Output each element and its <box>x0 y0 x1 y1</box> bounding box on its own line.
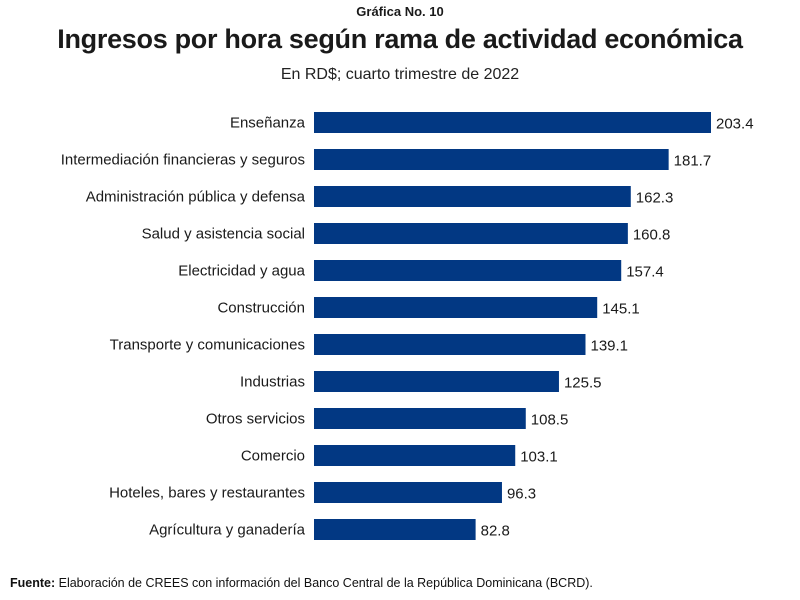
value-label: 103.1 <box>520 449 558 466</box>
bar <box>314 149 669 170</box>
bar <box>314 297 598 318</box>
value-label: 160.8 <box>633 227 671 244</box>
category-label: Salud y asistencia social <box>142 226 305 243</box>
value-label: 203.4 <box>716 116 754 133</box>
bar <box>314 519 476 540</box>
chart-kicker: Gráfica No. 10 <box>356 4 444 19</box>
bar <box>314 371 559 392</box>
value-label: 108.5 <box>531 412 569 429</box>
value-label: 139.1 <box>590 338 628 355</box>
bar <box>314 408 526 429</box>
category-label: Enseñanza <box>230 115 306 132</box>
value-label: 181.7 <box>674 153 712 170</box>
bar <box>314 445 516 466</box>
value-label: 157.4 <box>626 264 664 281</box>
bars-group: Enseñanza 203.4 Intermediación financieras… <box>61 112 754 540</box>
bar <box>314 223 628 244</box>
bar <box>314 334 586 355</box>
source-label: Fuente: <box>10 576 56 590</box>
bar <box>314 482 502 503</box>
source-text: Elaboración de CREES con información del… <box>55 576 593 590</box>
bar-chart: Enseñanza 203.4 Intermediación financieras… <box>61 112 754 540</box>
chart-subtitle: En RD$; cuarto trimestre de 2022 <box>280 66 520 83</box>
bar <box>314 112 711 133</box>
category-label: Construcción <box>217 300 305 317</box>
category-label: Industrias <box>240 374 305 391</box>
category-label: Comercio <box>241 448 305 465</box>
value-label: 145.1 <box>602 301 640 318</box>
category-label: Hoteles, bares y restaurantes <box>109 485 305 502</box>
value-label: 96.3 <box>507 486 536 503</box>
bar <box>314 186 631 207</box>
chart-title: Ingresos por hora según rama de activida… <box>57 24 743 54</box>
source-note: Fuente: Elaboración de CREES con informa… <box>10 576 593 590</box>
category-label: Intermediación financieras y seguros <box>61 152 305 169</box>
category-label: Electricidad y agua <box>178 263 305 280</box>
category-label: Transporte y comunicaciones <box>110 337 305 354</box>
value-label: 125.5 <box>564 375 602 392</box>
value-label: 82.8 <box>481 523 510 540</box>
category-label: Administración pública y defensa <box>86 189 306 206</box>
value-label: 162.3 <box>636 190 674 207</box>
bar <box>314 260 622 281</box>
category-label: Agrícultura y ganadería <box>149 522 306 539</box>
category-label: Otros servicios <box>206 411 305 428</box>
